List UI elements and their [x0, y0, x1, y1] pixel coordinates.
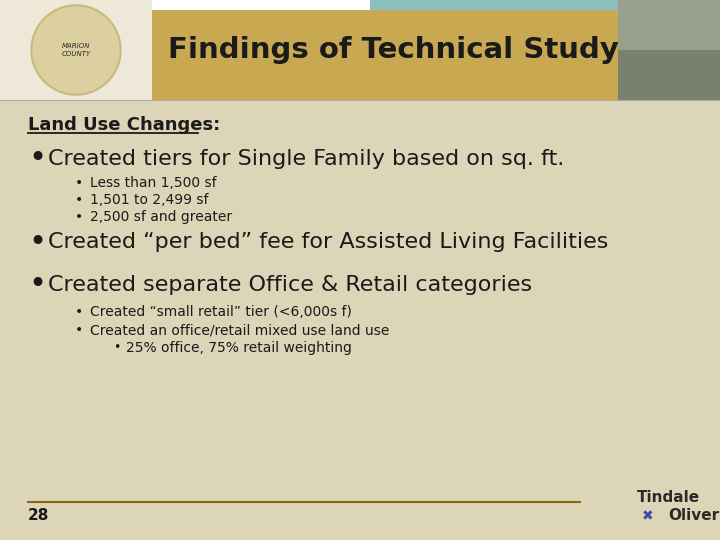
- Text: •: •: [75, 193, 84, 207]
- Bar: [370, 0, 630, 10]
- Bar: [618, 0, 720, 50]
- Text: 2,500 sf and greater: 2,500 sf and greater: [90, 210, 232, 224]
- Text: Land Use Changes:: Land Use Changes:: [28, 116, 220, 134]
- Text: •: •: [75, 210, 84, 224]
- Text: MARION
COUNTY: MARION COUNTY: [61, 44, 91, 57]
- Circle shape: [31, 5, 121, 95]
- Text: •: •: [75, 176, 84, 190]
- Text: Created an office/retail mixed use land use: Created an office/retail mixed use land …: [90, 323, 390, 337]
- Text: Oliver: Oliver: [668, 509, 719, 523]
- Text: 28: 28: [28, 509, 50, 523]
- Text: •: •: [113, 341, 120, 354]
- Text: •: •: [28, 145, 46, 173]
- Text: Tindale: Tindale: [636, 490, 700, 505]
- Circle shape: [33, 7, 119, 93]
- Bar: [0, 0, 152, 100]
- Bar: [618, 0, 720, 100]
- Text: Findings of Technical Study: Findings of Technical Study: [168, 36, 619, 64]
- Text: 1,501 to 2,499 sf: 1,501 to 2,499 sf: [90, 193, 209, 207]
- Text: Created separate Office & Retail categories: Created separate Office & Retail categor…: [48, 275, 532, 295]
- Text: •: •: [75, 323, 84, 337]
- Text: •: •: [28, 227, 46, 256]
- Bar: [0, 0, 720, 10]
- Bar: [0, 0, 720, 100]
- Text: 25% office, 75% retail weighting: 25% office, 75% retail weighting: [126, 341, 352, 355]
- Text: Created tiers for Single Family based on sq. ft.: Created tiers for Single Family based on…: [48, 149, 564, 169]
- Text: ✖: ✖: [642, 509, 654, 523]
- Text: Created “per bed” fee for Assisted Living Facilities: Created “per bed” fee for Assisted Livin…: [48, 232, 608, 252]
- Text: •: •: [28, 271, 46, 300]
- Text: •: •: [75, 305, 84, 319]
- Text: Less than 1,500 sf: Less than 1,500 sf: [90, 176, 217, 190]
- Text: Created “small retail” tier (<6,000s f): Created “small retail” tier (<6,000s f): [90, 305, 352, 319]
